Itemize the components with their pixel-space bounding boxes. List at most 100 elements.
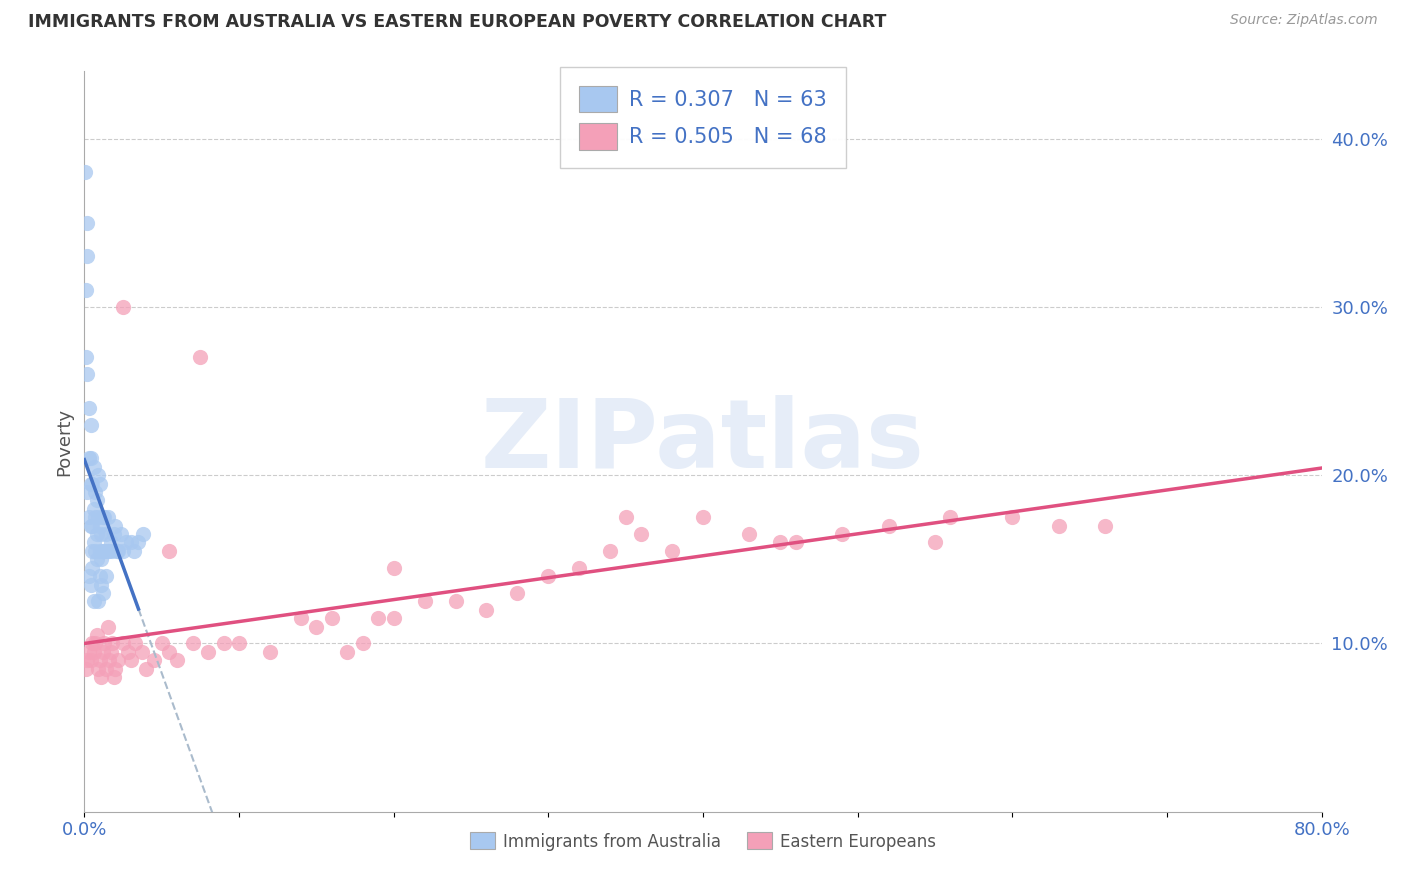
Point: [166, 653, 188, 667]
Point: [150, 636, 173, 650]
Point: [96, 619, 118, 633]
Point: [367, 611, 389, 625]
Point: [568, 560, 591, 574]
Point: [76, 653, 98, 667]
Point: [475, 603, 498, 617]
Point: [143, 653, 166, 667]
Point: [90, 577, 112, 591]
Point: [91, 645, 114, 659]
Point: [506, 586, 529, 600]
Point: [120, 653, 142, 667]
Point: [100, 535, 122, 549]
Point: [127, 535, 149, 549]
Point: [82, 560, 104, 574]
Point: [661, 544, 683, 558]
Point: [352, 636, 374, 650]
Point: [135, 662, 157, 676]
Point: [86, 527, 108, 541]
Point: [87, 662, 110, 676]
Point: [89, 476, 111, 491]
Point: [89, 518, 111, 533]
Point: [86, 552, 108, 566]
Point: [104, 518, 127, 533]
Point: [181, 636, 204, 650]
Point: [188, 351, 211, 365]
Point: [100, 645, 122, 659]
Point: [89, 569, 111, 583]
Point: [122, 544, 145, 558]
Point: [785, 535, 807, 549]
Point: [91, 510, 114, 524]
Point: [79, 476, 101, 491]
Point: [93, 636, 115, 650]
Point: [305, 619, 328, 633]
Point: [86, 628, 108, 642]
Point: [87, 510, 110, 524]
Point: [382, 560, 405, 574]
Text: ZIPatlas: ZIPatlas: [481, 395, 925, 488]
Point: [159, 645, 180, 659]
Point: [83, 501, 105, 516]
Point: [96, 544, 118, 558]
Point: [103, 670, 125, 684]
Point: [112, 544, 135, 558]
Point: [103, 527, 125, 541]
Point: [336, 645, 359, 659]
Point: [98, 544, 121, 558]
Point: [83, 535, 105, 549]
Y-axis label: Poverty: Poverty: [55, 408, 73, 475]
Point: [77, 645, 100, 659]
Point: [79, 518, 101, 533]
Point: [120, 535, 142, 549]
Point: [77, 510, 100, 524]
Point: [86, 493, 108, 508]
Point: [91, 586, 114, 600]
Point: [77, 401, 100, 415]
Point: [76, 249, 98, 264]
Point: [877, 518, 900, 533]
Point: [89, 653, 111, 667]
Point: [259, 645, 281, 659]
Point: [112, 300, 135, 314]
Point: [131, 645, 153, 659]
Point: [79, 577, 101, 591]
Point: [614, 510, 637, 524]
Point: [83, 645, 105, 659]
Point: [101, 636, 124, 650]
Point: [84, 636, 107, 650]
Point: [87, 468, 110, 483]
Point: [124, 636, 146, 650]
Point: [76, 216, 98, 230]
Point: [84, 544, 107, 558]
Point: [77, 569, 100, 583]
Point: [924, 535, 946, 549]
Point: [599, 544, 621, 558]
Text: Source: ZipAtlas.com: Source: ZipAtlas.com: [1230, 13, 1378, 28]
Point: [77, 451, 100, 466]
Point: [321, 611, 343, 625]
Text: IMMIGRANTS FROM AUSTRALIA VS EASTERN EUROPEAN POVERTY CORRELATION CHART: IMMIGRANTS FROM AUSTRALIA VS EASTERN EUR…: [28, 13, 887, 31]
Point: [75, 662, 97, 676]
Point: [94, 569, 117, 583]
Point: [107, 544, 129, 558]
Point: [1047, 518, 1070, 533]
Point: [101, 544, 124, 558]
Point: [75, 165, 97, 179]
Point: [94, 662, 117, 676]
Point: [91, 544, 114, 558]
Point: [79, 417, 101, 432]
Point: [228, 636, 250, 650]
Point: [90, 527, 112, 541]
Point: [90, 552, 112, 566]
Point: [75, 283, 97, 297]
Point: [82, 544, 104, 558]
Point: [212, 636, 235, 650]
Point: [84, 510, 107, 524]
Point: [75, 351, 97, 365]
Point: [939, 510, 962, 524]
Point: [83, 594, 105, 608]
Point: [96, 510, 118, 524]
Point: [94, 527, 117, 541]
Point: [117, 645, 139, 659]
Point: [90, 670, 112, 684]
